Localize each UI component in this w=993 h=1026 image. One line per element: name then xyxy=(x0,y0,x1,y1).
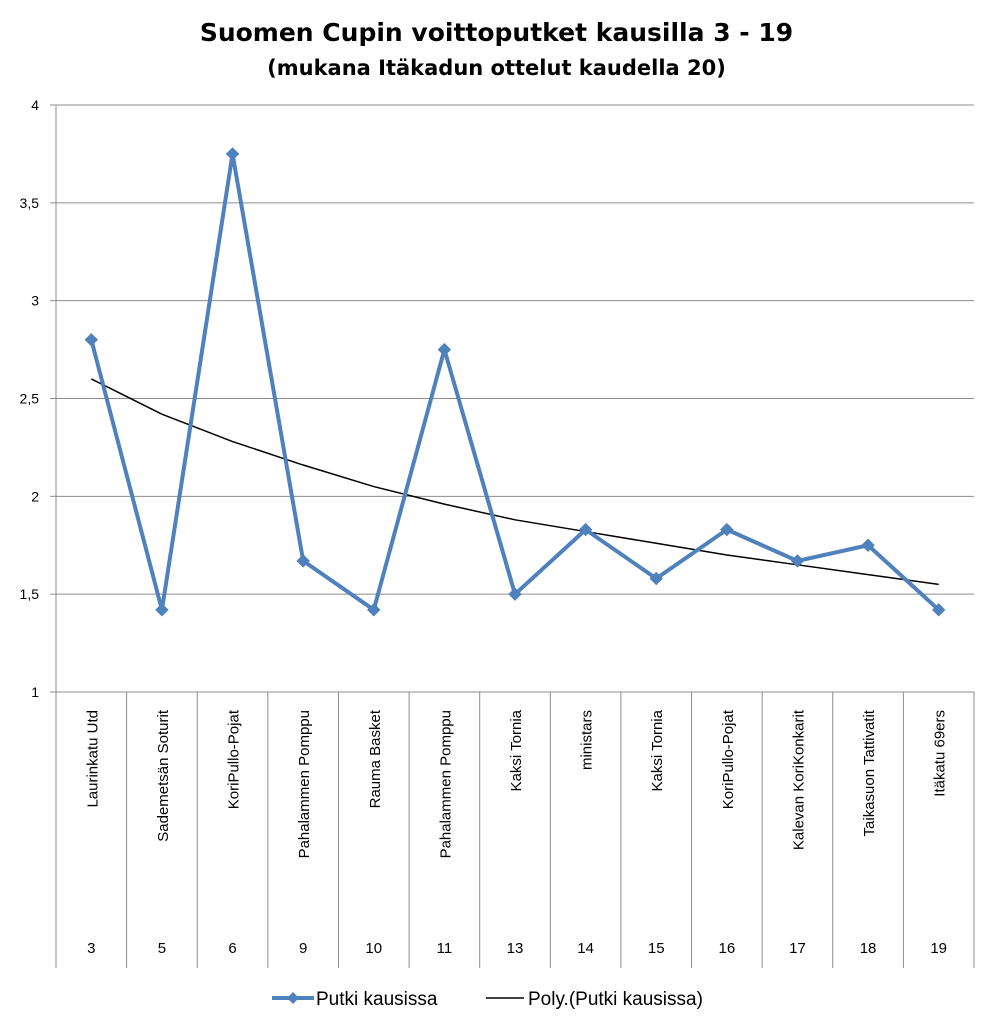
x-tick-label-team: Taikasuon Tattivatit xyxy=(861,709,878,836)
x-tick-label-team: Pahalammen Pomppu xyxy=(437,710,454,858)
x-tick-label-team: KoriPullo-Pojat xyxy=(720,709,737,809)
x-tick-label-season: 13 xyxy=(507,940,524,957)
legend-swatch-marker-putki xyxy=(287,992,299,1004)
x-tick-label-season: 16 xyxy=(719,940,736,957)
x-tick-label-season: 10 xyxy=(365,940,382,957)
y-tick-label: 2,5 xyxy=(20,391,40,407)
y-tick-label: 3 xyxy=(31,293,39,309)
data-point xyxy=(437,342,452,357)
x-tick-label-team: Sademetsän Soturit xyxy=(155,709,172,842)
x-tick-label-team: Laurinkatu Utd xyxy=(84,710,101,808)
legend-label-putki: Putki kausissa xyxy=(316,989,438,1010)
data-point xyxy=(720,522,734,537)
y-tick-label: 3,5 xyxy=(20,195,40,211)
x-tick-label-season: 9 xyxy=(299,940,307,957)
x-tick-label-season: 5 xyxy=(158,940,166,957)
x-tick-label-season: 19 xyxy=(930,940,947,957)
chart-subtitle: (mukana Itäkadun ottelut kaudella 20) xyxy=(267,56,726,80)
data-point xyxy=(155,603,169,617)
data-point xyxy=(790,554,805,568)
x-tick-label-season: 17 xyxy=(789,940,806,957)
data-point xyxy=(367,603,381,617)
y-tick-label: 1 xyxy=(31,684,39,700)
x-tick-label-season: 14 xyxy=(577,940,594,957)
x-tick-label-team: KoriPullo-Pojat xyxy=(226,709,243,809)
data-point xyxy=(578,522,593,537)
data-point xyxy=(861,538,875,552)
data-point xyxy=(225,147,240,161)
x-tick-label-team: Rauma Basket xyxy=(367,709,384,808)
y-tick-label: 1,5 xyxy=(20,586,40,602)
x-tick-label-season: 3 xyxy=(87,940,95,957)
data-point xyxy=(508,587,522,601)
x-tick-label-team: Kaksi Tornia xyxy=(508,709,525,791)
legend-label-trend: Poly.(Putki kausissa) xyxy=(528,989,703,1010)
x-tick-label-season: 15 xyxy=(648,940,665,957)
x-tick-label-season: 6 xyxy=(228,940,236,957)
data-point xyxy=(649,571,663,586)
x-tick-label-season: 18 xyxy=(860,940,877,957)
x-tick-label-team: Kaksi Tornia xyxy=(649,709,666,791)
series-line-putki xyxy=(89,151,941,612)
x-tick-label-team: Kalevan KoriKonkarit xyxy=(790,709,807,850)
series-line-trend xyxy=(90,378,939,586)
x-tick-label-season: 11 xyxy=(437,940,453,957)
x-tick-label-team: Itäkatu 69ers xyxy=(932,710,949,797)
y-tick-label: 4 xyxy=(31,97,39,113)
x-tick-label-team: ministars xyxy=(579,710,596,770)
x-tick-label-team: Pahalammen Pomppu xyxy=(296,710,313,858)
data-point xyxy=(84,333,99,347)
y-tick-label: 2 xyxy=(31,488,39,504)
data-point xyxy=(296,554,310,568)
chart-title: Suomen Cupin voittoputket kausilla 3 - 1… xyxy=(199,18,794,47)
data-point xyxy=(931,603,946,617)
